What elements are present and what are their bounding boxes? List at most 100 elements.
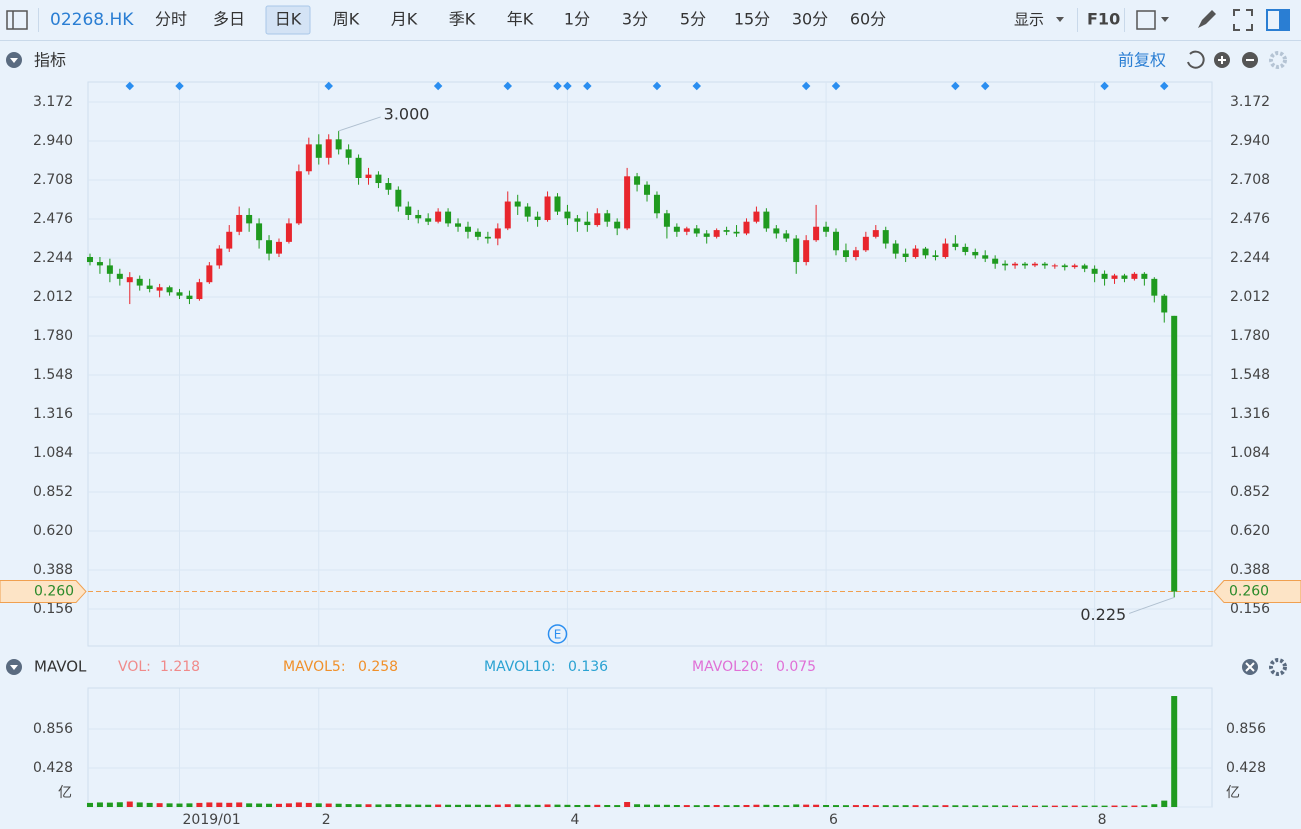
- volume-bar: [275, 803, 282, 807]
- event-marker[interactable]: [801, 81, 811, 91]
- volume-bar: [126, 801, 133, 807]
- event-marker[interactable]: [503, 81, 513, 91]
- period-tab[interactable]: 月K: [391, 10, 418, 29]
- candle-body: [524, 206, 531, 217]
- event-marker[interactable]: [1100, 81, 1109, 91]
- undo-icon[interactable]: [1187, 50, 1205, 69]
- y-tick-label: 2.708: [33, 172, 73, 188]
- period-tab[interactable]: 3分: [622, 10, 648, 29]
- event-marker[interactable]: [652, 81, 662, 91]
- event-marker[interactable]: [563, 81, 572, 91]
- volume-bar: [584, 804, 591, 807]
- y-tick-label: 1.084: [33, 445, 73, 461]
- price-tag-right-label: 0.260: [1229, 584, 1269, 600]
- y-tick-label-right: 0.156: [1230, 601, 1270, 617]
- volume-bar: [186, 803, 193, 807]
- period-tab[interactable]: 季K: [449, 10, 476, 29]
- event-marker[interactable]: [125, 81, 135, 91]
- event-marker[interactable]: [951, 81, 960, 91]
- y-tick-label: 0.388: [33, 562, 73, 578]
- draw-rect-tool[interactable]: [1136, 10, 1156, 30]
- y-tick-label: 2.012: [33, 289, 73, 305]
- volume-bar: [1131, 805, 1138, 807]
- event-marker[interactable]: [980, 81, 990, 91]
- event-marker[interactable]: [831, 81, 841, 91]
- candle-body: [992, 258, 999, 264]
- candle-body: [385, 183, 392, 190]
- period-tab[interactable]: 日K: [275, 10, 302, 29]
- volume-bar: [763, 804, 770, 807]
- vol-tick-label-right: 亿: [1226, 785, 1240, 801]
- volume-bar: [823, 804, 830, 807]
- volume-bar: [1091, 805, 1098, 807]
- event-marker[interactable]: [553, 81, 562, 91]
- volume-bar: [723, 805, 730, 807]
- panel-toggle-fill: [1279, 10, 1289, 30]
- candle-body: [703, 233, 710, 237]
- volume-bar: [534, 804, 541, 807]
- panel-title: 指标: [34, 51, 66, 70]
- y-tick-label-right: 1.316: [1230, 406, 1270, 422]
- period-tab[interactable]: 1分: [564, 10, 590, 29]
- volume-bar: [176, 803, 183, 807]
- event-marker[interactable]: [1160, 81, 1169, 91]
- volume-bar: [743, 804, 750, 807]
- candle-body: [962, 246, 969, 252]
- symbol[interactable]: 02268.HK: [50, 10, 134, 30]
- period-tab[interactable]: 15分: [734, 10, 770, 29]
- period-tab[interactable]: 周K: [333, 10, 360, 29]
- period-tab[interactable]: 分时: [155, 10, 187, 29]
- earnings-marker[interactable]: [547, 624, 568, 644]
- candle-body: [116, 273, 123, 279]
- volume-bar: [415, 804, 422, 807]
- period-tab[interactable]: 30分: [792, 10, 828, 29]
- volume-bar: [196, 802, 203, 807]
- volume-bar: [1002, 805, 1009, 807]
- adjust-mode[interactable]: 前复权: [1118, 51, 1166, 70]
- event-marker[interactable]: [692, 81, 701, 91]
- candle-body: [106, 265, 113, 274]
- indicator-settings[interactable]: [1269, 658, 1287, 676]
- plus: [1218, 56, 1226, 64]
- volume-bar: [902, 805, 909, 807]
- period-tab[interactable]: 60分: [850, 10, 886, 29]
- period-tab[interactable]: 年K: [507, 10, 534, 29]
- volume-bar: [355, 804, 362, 807]
- candle-body: [922, 248, 929, 256]
- candle-body: [1171, 315, 1178, 592]
- candle-body: [186, 295, 193, 300]
- candle-body: [544, 196, 551, 221]
- volume-bar: [146, 802, 153, 807]
- event-marker[interactable]: [324, 81, 333, 91]
- y-tick-label: 1.780: [33, 328, 73, 344]
- candle-body: [256, 223, 263, 241]
- settings[interactable]: [1269, 51, 1287, 69]
- period-tab[interactable]: 多日: [213, 10, 245, 29]
- y-tick-label-right: 0.852: [1230, 484, 1270, 500]
- candle-body: [1111, 275, 1118, 279]
- sidebar-toggle[interactable]: [6, 10, 28, 30]
- display-menu[interactable]: 显示: [1014, 11, 1044, 29]
- candle-body: [315, 144, 322, 158]
- volume-bar: [365, 804, 372, 807]
- fullscreen[interactable]: [1233, 9, 1253, 31]
- volume-bar: [634, 804, 641, 807]
- legend-value: 1.218: [160, 659, 200, 675]
- candle-body: [146, 285, 153, 289]
- volume-bar: [305, 802, 312, 807]
- event-marker[interactable]: [433, 81, 443, 91]
- earnings-marker-label: E: [554, 628, 562, 642]
- volume-bar: [325, 803, 332, 807]
- volume-bar: [494, 804, 501, 807]
- candle-body: [644, 184, 651, 195]
- volume-bar: [842, 805, 849, 807]
- period-tab[interactable]: 5分: [680, 10, 706, 29]
- pen-tool[interactable]: [1198, 10, 1216, 28]
- event-marker[interactable]: [175, 81, 184, 91]
- candle-body: [1101, 273, 1108, 279]
- event-marker[interactable]: [583, 81, 592, 91]
- f10-button[interactable]: F10: [1087, 10, 1120, 29]
- volume-bar: [1081, 805, 1088, 807]
- candle-body: [1161, 295, 1168, 313]
- y-tick-label: 3.172: [33, 94, 73, 110]
